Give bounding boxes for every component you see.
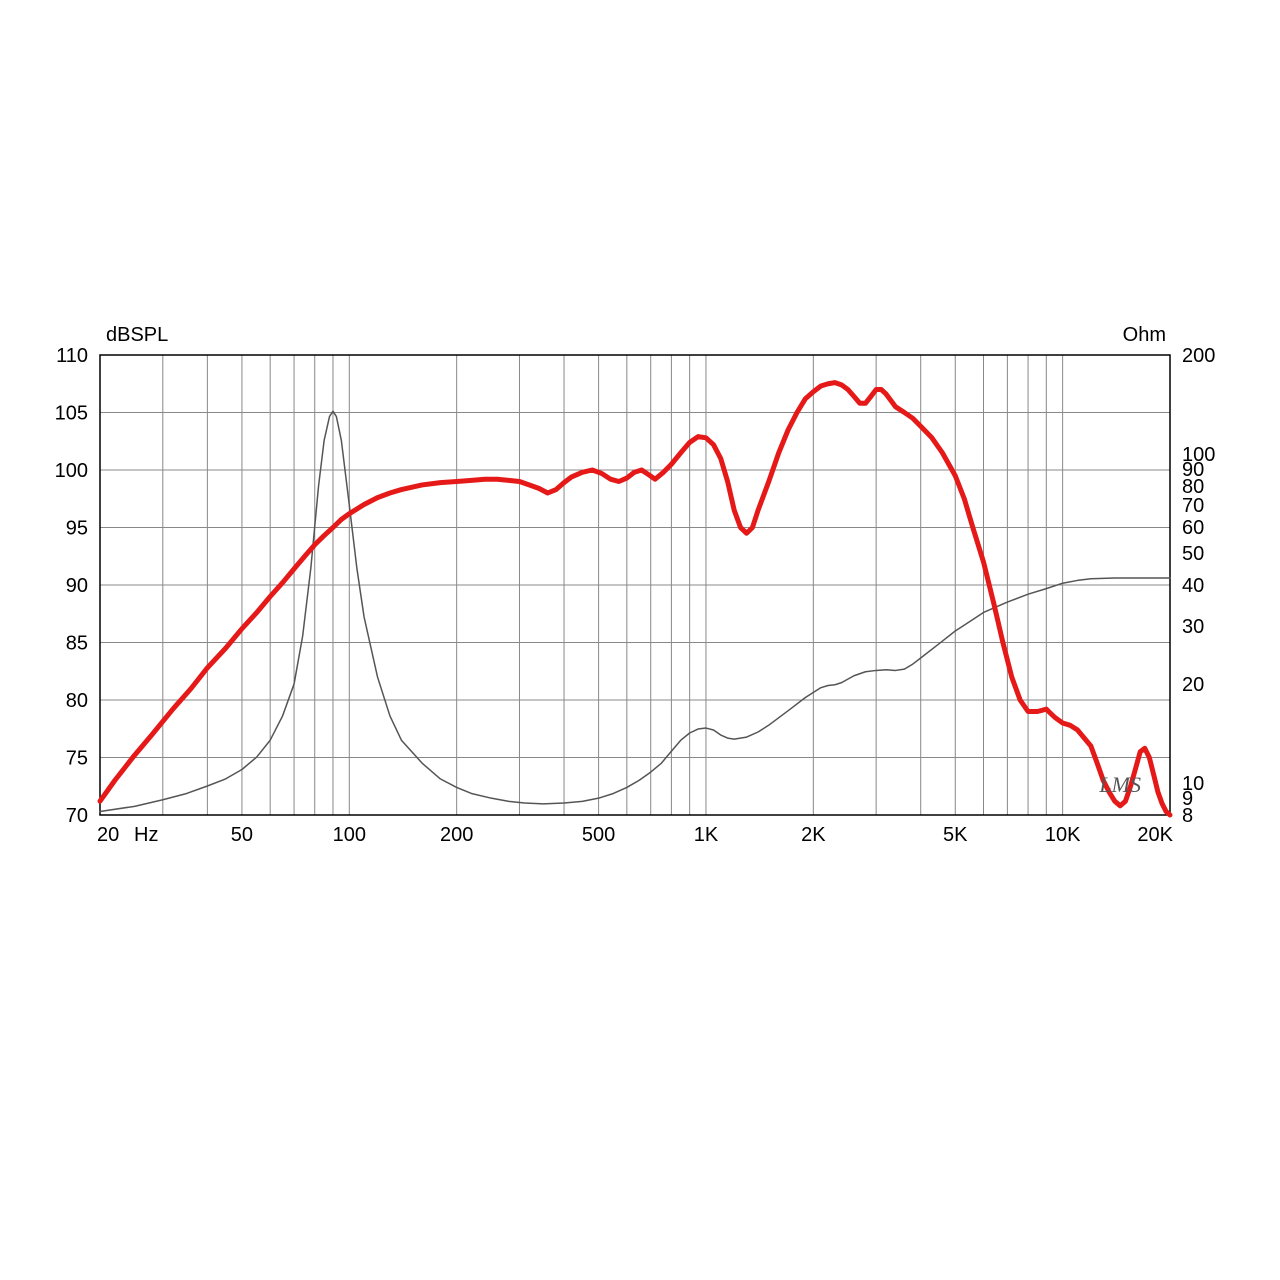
y-left-tick-label: 110 <box>56 345 88 367</box>
y-left-tick-label: 85 <box>66 633 88 655</box>
x-unit-label: Hz <box>134 824 158 846</box>
x-tick-label: 200 <box>440 824 473 846</box>
y-left-tick-label: 75 <box>66 748 88 770</box>
y-left-tick-label: 95 <box>66 518 88 540</box>
x-tick-label: 50 <box>231 824 253 846</box>
y-left-tick-label: 105 <box>55 403 88 425</box>
frequency-response-chart: 20 50 100 200 500 1K 2K 5K 10K 20K Hz 70 75 80 85 90 95 1… <box>0 0 1280 1280</box>
y-left-tick-label: 100 <box>55 460 88 482</box>
x-tick-label: 10K <box>1045 824 1081 846</box>
y-right-tick-label: 60 <box>1182 517 1204 539</box>
x-tick-label: 20K <box>1137 824 1173 846</box>
y-right-title: Ohm <box>1123 324 1166 346</box>
x-tick-label: 2K <box>801 824 826 846</box>
x-tick-label: 1K <box>694 824 719 846</box>
x-tick-label: 20 <box>97 824 119 846</box>
y-right-tick-label: 30 <box>1182 616 1204 638</box>
y-left-tick-label: 70 <box>66 805 88 827</box>
y-right-tick-label: 10 <box>1182 773 1204 795</box>
y-right-tick-label: 70 <box>1182 495 1204 517</box>
y-right-tick-label: 40 <box>1182 575 1204 597</box>
y-right-tick-label: 20 <box>1182 674 1204 696</box>
y-right-tick-label: 200 <box>1182 345 1215 367</box>
x-tick-label: 500 <box>582 824 615 846</box>
y-right-tick-label: 50 <box>1182 543 1204 565</box>
y-left-tick-label: 80 <box>66 690 88 712</box>
y-right-tick-label: 100 <box>1182 444 1215 466</box>
x-tick-label: 5K <box>943 824 968 846</box>
y-left-title: dBSPL <box>106 324 168 346</box>
x-tick-label: 100 <box>333 824 366 846</box>
watermark-text: LMS <box>1098 772 1141 797</box>
spl-curve <box>100 383 1170 815</box>
y-left-tick-label: 90 <box>66 575 88 597</box>
